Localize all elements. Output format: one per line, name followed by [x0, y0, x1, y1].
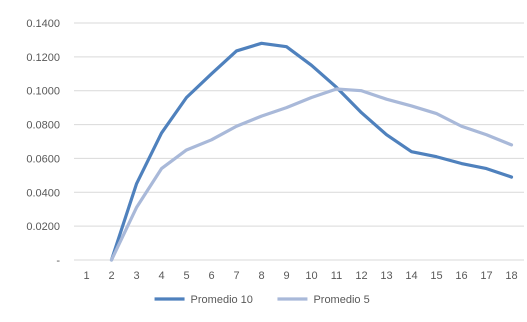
y-tick-label: 0.0800 — [26, 120, 60, 132]
x-tick-label: 17 — [480, 270, 492, 282]
x-tick-label: 6 — [208, 270, 214, 282]
x-tick-label: 18 — [505, 270, 517, 282]
x-tick-label: 16 — [455, 270, 467, 282]
y-tick-label: 0.1200 — [26, 52, 60, 64]
legend-label: Promedio 10 — [191, 294, 253, 306]
y-tick-label: - — [56, 255, 60, 267]
x-tick-label: 12 — [355, 270, 367, 282]
x-tick-label: 4 — [158, 270, 164, 282]
x-tick-label: 5 — [183, 270, 189, 282]
series-lines — [109, 41, 514, 262]
y-tick-label: 0.1400 — [26, 18, 60, 30]
x-tick-label: 15 — [430, 270, 442, 282]
series-line — [109, 87, 514, 262]
y-tick-labels: - 0.0200 0.0400 0.0600 0.0800 0.1000 0.1200 0.1… — [26, 18, 60, 267]
y-tick-label: 0.0600 — [26, 153, 60, 165]
x-tick-label: 13 — [380, 270, 392, 282]
legend: Promedio 10 Promedio 5 — [154, 294, 370, 306]
x-tick-label: 1 — [83, 270, 89, 282]
x-tick-label: 9 — [283, 270, 289, 282]
x-tick-label: 14 — [405, 270, 417, 282]
x-tick-labels: 1 2 3 4 5 6 7 8 9 10 11 12 13 14 15 16 17 18 — [83, 270, 517, 282]
x-tick-label: 7 — [233, 270, 239, 282]
x-tick-label: 2 — [108, 270, 114, 282]
x-tick-label: 10 — [305, 270, 317, 282]
x-tick-label: 8 — [258, 270, 264, 282]
y-tick-label: 0.0400 — [26, 187, 60, 199]
legend-label: Promedio 5 — [313, 294, 369, 306]
series-line — [109, 41, 514, 262]
y-tick-label: 0.1000 — [26, 86, 60, 98]
x-tick-label: 11 — [331, 270, 342, 282]
y-tick-label: 0.0200 — [26, 221, 60, 233]
x-tick-label: 3 — [133, 270, 139, 282]
